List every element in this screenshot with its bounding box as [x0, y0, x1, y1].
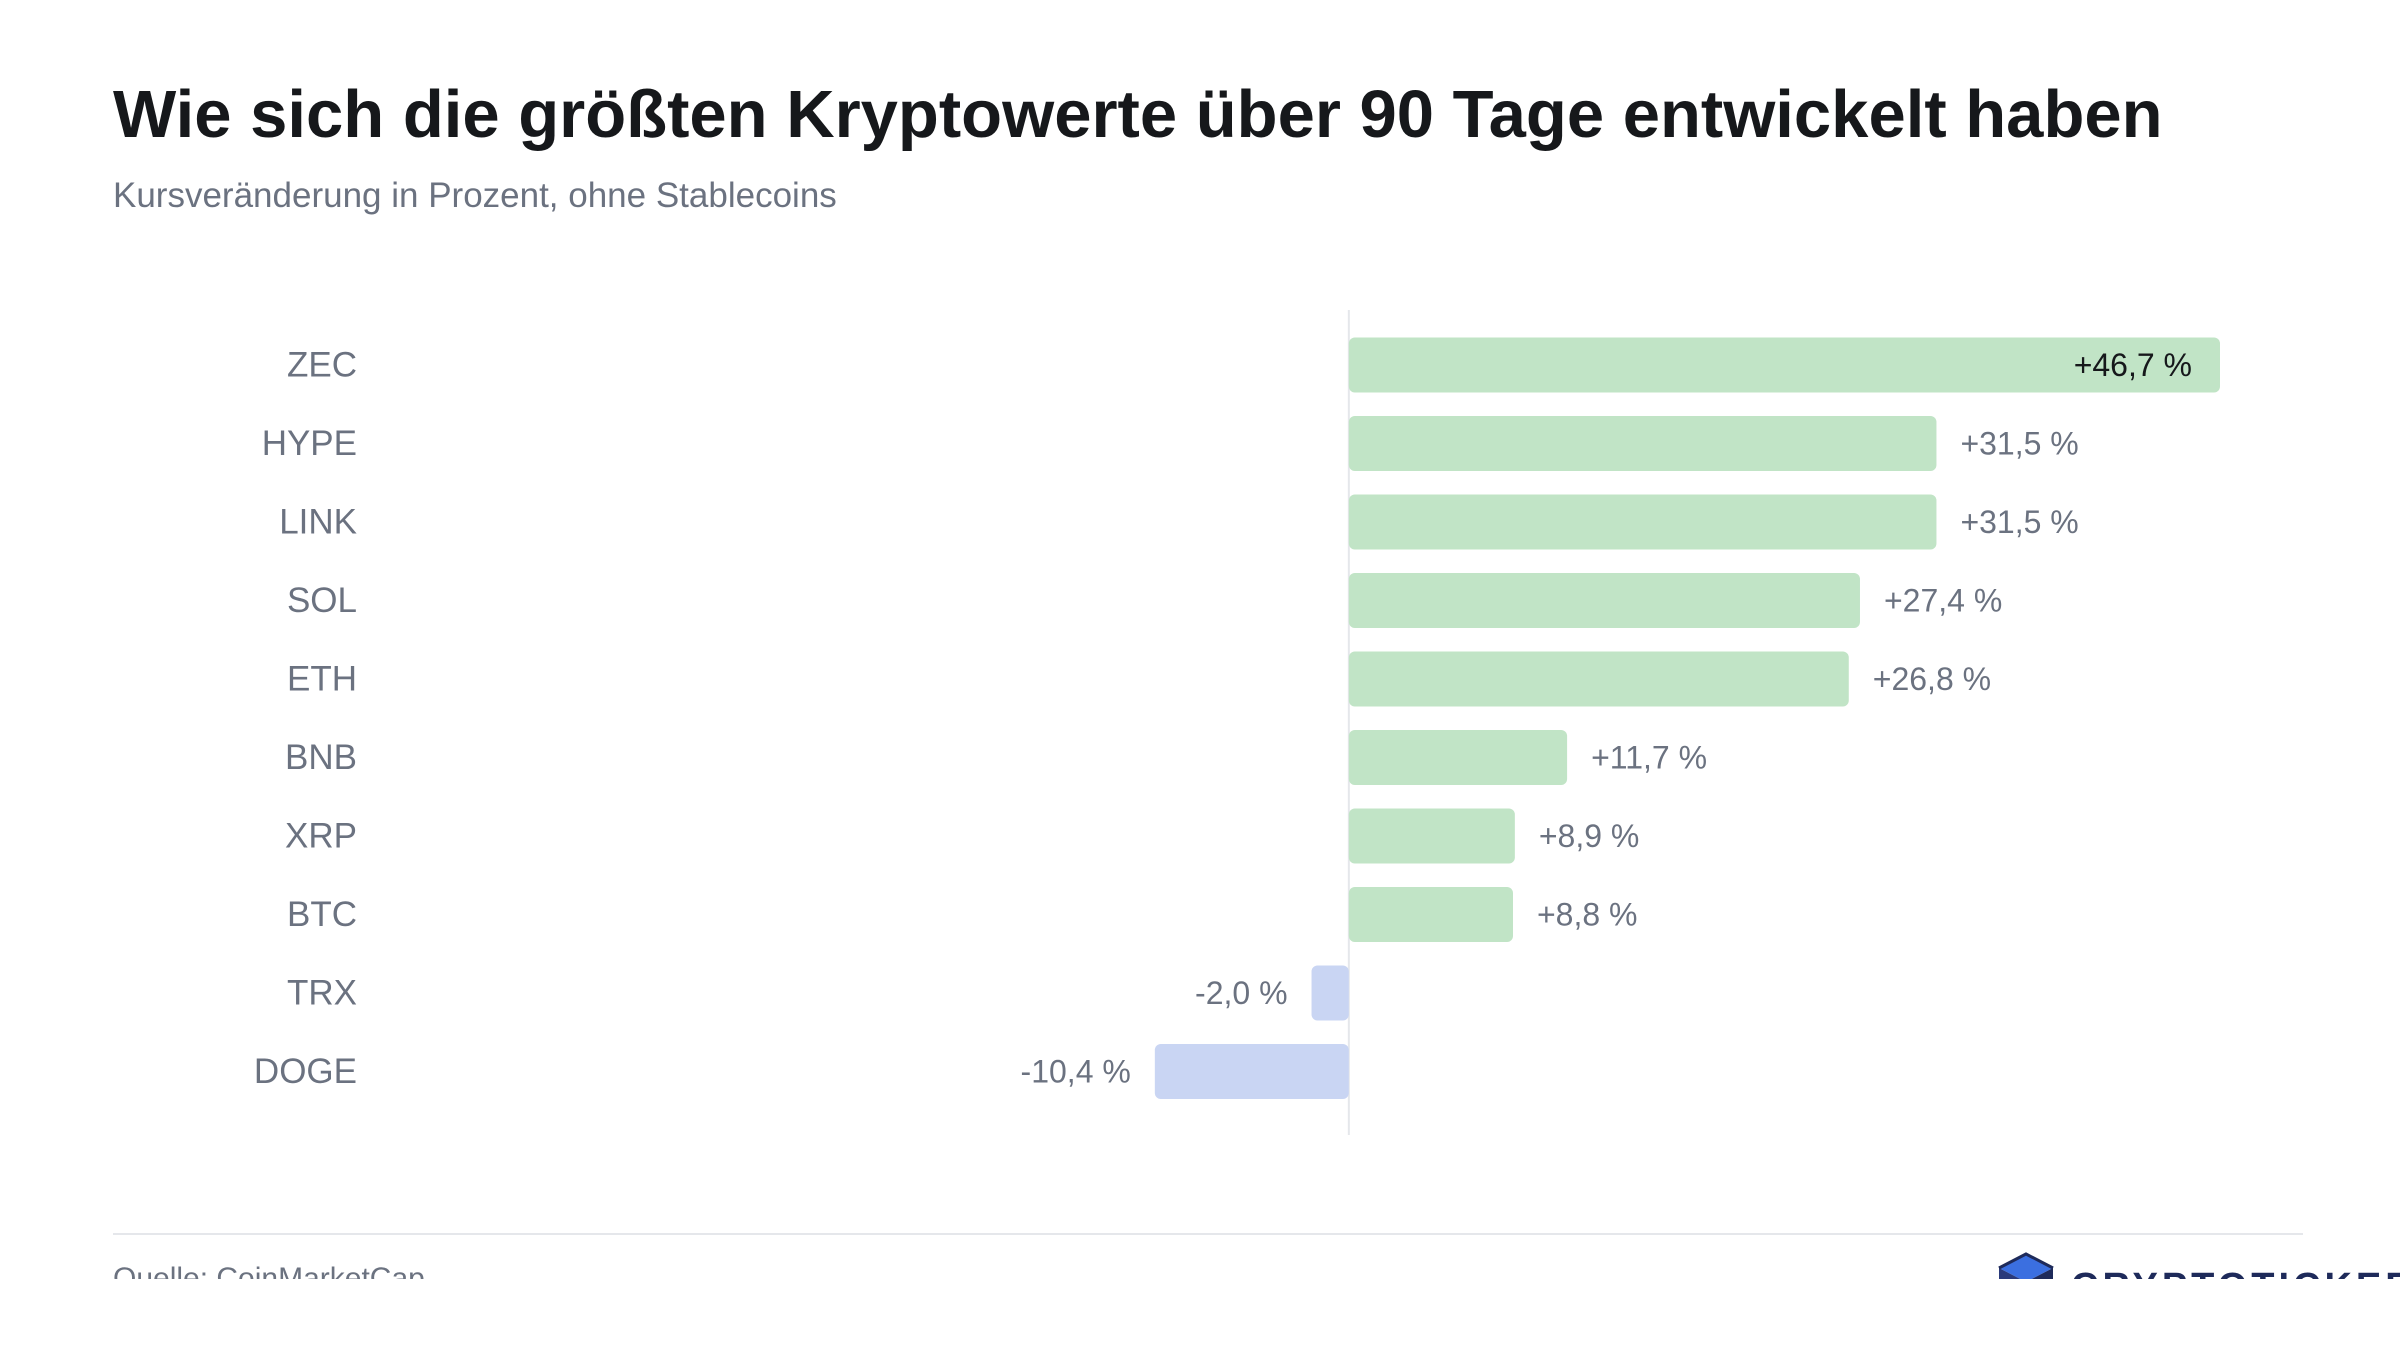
value-label: -2,0 % — [1195, 975, 1287, 1011]
category-label: DOGE — [254, 1052, 357, 1091]
value-label: +8,9 % — [1539, 818, 1640, 854]
cube-logo-icon — [1998, 1252, 2054, 1279]
bar-link — [1348, 494, 1937, 550]
value-label: +8,8 % — [1537, 897, 1638, 933]
bar-bnb — [1348, 730, 1568, 785]
bar-hype — [1348, 416, 1937, 471]
brand-logo[interactable]: CRYPTOTICKER.IO — [1995, 1252, 2400, 1279]
category-label: ZEC — [287, 346, 357, 385]
footer-divider — [113, 1233, 2303, 1235]
bar-zec — [1348, 337, 2220, 393]
footer: Quelle: CoinMarketCap CRYPTOTICKER.IO — [0, 1235, 2400, 1279]
value-label: +26,8 % — [1873, 661, 1991, 697]
category-label: BNB — [285, 738, 357, 777]
bar-sol — [1348, 573, 1860, 628]
source-note: Quelle: CoinMarketCap — [113, 1262, 425, 1279]
category-label: TRX — [287, 974, 357, 1013]
brand-logo-text: CRYPTOTICKER.IO — [2071, 1266, 2400, 1279]
value-label: +11,7 % — [1591, 740, 1707, 776]
chart-title: Wie sich die größten Kryptowerte über 90… — [113, 77, 2163, 152]
value-label: -10,4 % — [1021, 1054, 1131, 1090]
category-label: BTC — [287, 895, 357, 934]
bar-btc — [1348, 887, 1513, 942]
value-label: +31,5 % — [1960, 426, 2078, 462]
category-label: SOL — [287, 581, 357, 620]
value-label: +27,4 % — [1884, 583, 2002, 619]
bar-trx — [1311, 965, 1349, 1021]
bar-doge — [1154, 1044, 1349, 1099]
category-label: ETH — [287, 660, 357, 699]
bar-xrp — [1348, 808, 1515, 864]
value-label: +46,7 % — [2074, 347, 2192, 383]
category-label: HYPE — [262, 424, 357, 463]
bar-eth — [1348, 651, 1849, 707]
value-label: +31,5 % — [1960, 504, 2078, 540]
chart-subtitle: Kursveränderung in Prozent, ohne Stablec… — [113, 176, 837, 215]
category-label: XRP — [285, 817, 357, 856]
category-label: LINK — [279, 503, 357, 542]
bar-chart: ZEC +46,7 % HYPE +31,5 % LINK +31,5 % SOL +27,4… — [254, 310, 2220, 1135]
